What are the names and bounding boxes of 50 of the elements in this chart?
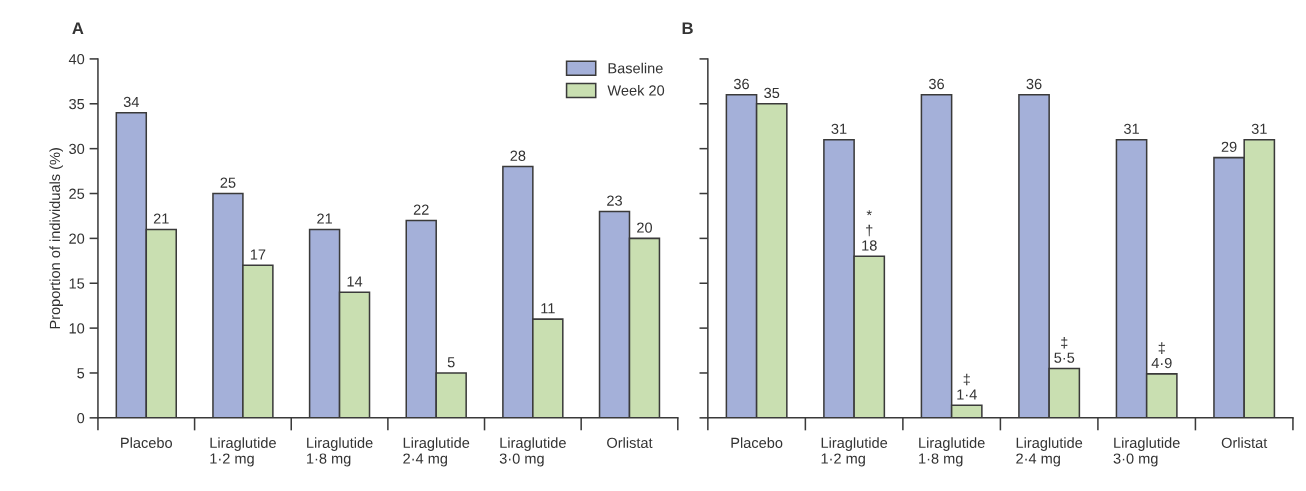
data-label: 31 <box>1124 123 1139 135</box>
y-tick-label: 20 <box>69 233 85 244</box>
x-tick-label: Orlistat <box>1221 437 1268 448</box>
data-label: 21 <box>317 213 332 224</box>
data-label: 11 <box>541 303 555 314</box>
data-label: 21 <box>153 213 169 224</box>
y-tick-label: 40 <box>68 54 85 65</box>
chart-title: A <box>72 22 84 34</box>
data-label: ‡ 1·4 <box>957 373 977 400</box>
data-label: * † 18 <box>862 210 877 251</box>
data-label: 5 <box>447 357 455 368</box>
legend-label: Baseline <box>608 62 663 74</box>
y-tick-label: 25 <box>69 188 85 199</box>
x-tick-label: Liraglutide 1·8 mg <box>919 437 985 467</box>
y-tick-label: 35 <box>69 98 85 110</box>
data-label: 36 <box>1026 78 1042 90</box>
x-tick-label: Liraglutide 1·8 mg <box>307 437 373 467</box>
data-label: 22 <box>413 204 429 215</box>
x-tick-label: Placebo <box>121 437 173 448</box>
y-tick-label: 30 <box>69 143 85 155</box>
x-tick-label: Liraglutide 3·0 mg <box>499 437 566 467</box>
y-tick-label: 0 <box>77 412 85 424</box>
data-label: ‡ 5·5 <box>1054 336 1075 363</box>
data-label: 36 <box>928 78 944 90</box>
x-tick-label: Orlistat <box>607 437 653 448</box>
x-tick-label: Liraglutide 2·4 mg <box>403 437 470 467</box>
x-tick-label: Liraglutide 1·2 mg <box>210 437 276 467</box>
data-label: 35 <box>764 87 780 99</box>
data-label: 34 <box>123 96 139 108</box>
data-label: 23 <box>607 195 622 206</box>
data-label: 14 <box>347 276 363 287</box>
x-tick-label: Placebo <box>731 437 783 448</box>
data-label: ‡ 4·9 <box>1151 342 1172 369</box>
data-label: 31 <box>1251 123 1267 135</box>
data-label: 31 <box>831 123 847 135</box>
y-tick-label: 10 <box>69 323 85 334</box>
data-label: 36 <box>733 78 749 90</box>
data-label: 20 <box>637 222 653 233</box>
data-label: 25 <box>220 177 236 188</box>
y-tick-label: 5 <box>77 368 85 379</box>
chart-title: B <box>682 22 693 34</box>
legend-label: Week 20 <box>607 84 665 96</box>
data-label: 28 <box>510 150 526 161</box>
y-axis-title: Proportion of individuals (%) <box>49 148 63 329</box>
y-tick-label: 15 <box>69 278 85 289</box>
data-label: 17 <box>250 249 266 260</box>
x-tick-label: Liraglutide 3·0 mg <box>1113 437 1180 467</box>
x-tick-label: Liraglutide 2·4 mg <box>1016 437 1083 467</box>
x-tick-label: Liraglutide 1·2 mg <box>821 437 888 467</box>
data-label: 29 <box>1221 141 1237 152</box>
